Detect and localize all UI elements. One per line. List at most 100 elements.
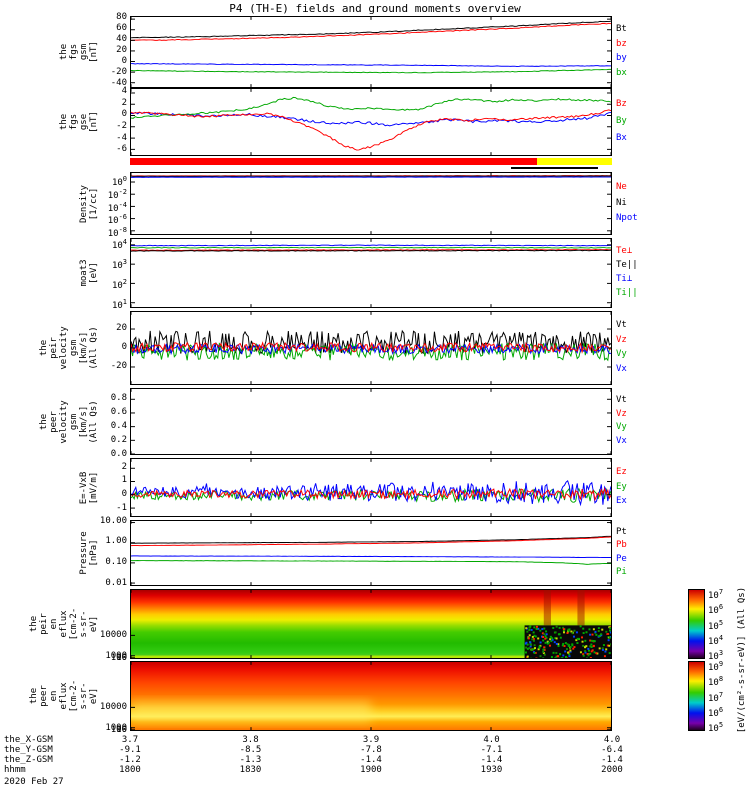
panel-ytitle-line: [nT] (89, 41, 100, 63)
y-tick-label: -2 (116, 120, 127, 131)
y-tick-label: 0.10 (105, 557, 127, 568)
xaxis-value: -7.1 (480, 745, 503, 755)
exponent: -8 (118, 225, 127, 234)
y-tick-label: 10-4 (107, 200, 127, 214)
xaxis-value: -1.4 (360, 755, 382, 765)
spectrogram-overlay (131, 701, 371, 722)
panel-velocity_peir (130, 311, 612, 385)
y-tick-label: 100 (110, 652, 127, 663)
y-tick-label: 0.0 (110, 449, 127, 459)
series-Bx (131, 111, 611, 127)
y-tick-label: -20 (110, 66, 127, 77)
y-tick-label: 1000 (105, 722, 127, 733)
y-tick-label: 10 (116, 652, 127, 663)
colorbar-unit-label: [eV/(cm²-s-sr-eV)] (All Qs) (737, 586, 748, 734)
y-tick-label: 10-6 (107, 213, 127, 227)
y-tick-label: 20 (116, 44, 127, 55)
exponent: 0 (122, 175, 127, 184)
y-tick-label: 2 (121, 461, 127, 472)
legend-Ni-1: Ni (616, 197, 627, 208)
exponent: 1 (122, 297, 127, 306)
series-Vy (131, 341, 611, 362)
y-tick-label: -1 (116, 502, 127, 513)
colorbar-gradient (689, 590, 704, 658)
y-tick-label: 60 (116, 23, 127, 34)
exponent: -6 (118, 213, 127, 222)
xaxis-value: 4.0 (603, 735, 621, 745)
exponent: 5 (718, 721, 724, 729)
panel-ytitle-line: [nT] (89, 111, 100, 133)
legend-Te-1: Te|| (616, 260, 638, 270)
colorbar-tick-label: 106 (708, 705, 724, 719)
y-tick-label: 40 (116, 34, 127, 44)
exponent: -4 (118, 200, 127, 209)
exponent: 5 (718, 618, 724, 627)
legend-bz-1: bz (616, 38, 627, 49)
series-by (131, 63, 611, 67)
y-tick-label: 10000 (99, 701, 127, 712)
series-Vx (131, 342, 611, 356)
y-tick-label: 0 (121, 489, 127, 500)
exponent: 3 (122, 257, 127, 266)
xaxis-value: 1930 (480, 765, 503, 775)
panel-spec_peer (130, 661, 612, 731)
legend-Vy-2: Vy (616, 422, 627, 433)
exponent: 9 (718, 660, 724, 668)
panel-ytitle-line: [nPa] (89, 539, 100, 567)
colorbar (688, 661, 705, 731)
panel-canvas-velocity_peir (131, 312, 611, 384)
exponent: 6 (718, 705, 724, 714)
xaxis-value: 4.0 (483, 735, 500, 745)
exponent: -2 (118, 187, 127, 196)
spectrogram-overlay (577, 590, 585, 626)
panel-ytitle-line: [eV] (89, 262, 100, 284)
series-Pi (131, 559, 611, 565)
panel-canvas-fgs_gsm (131, 17, 611, 87)
legend-Vy-2: Vy (616, 349, 627, 360)
legend-Pt-0: Pt (616, 527, 627, 538)
y-tick-label: 4 (121, 86, 127, 97)
axis-tick-marks (131, 17, 611, 87)
y-tick-label: -4 (116, 132, 127, 143)
panel-efield (130, 458, 612, 517)
series-By (131, 96, 611, 119)
legend-Vt-0: Vt (616, 319, 627, 330)
series-Vz (131, 341, 611, 354)
xaxis-value: 1900 (360, 765, 382, 775)
quality-bar-segment-0 (130, 158, 538, 165)
panel-canvas-density (131, 173, 611, 234)
legend-Bx-2: Bx (616, 133, 627, 143)
y-tick-label: 102 (111, 277, 127, 291)
exponent: 4 (718, 633, 724, 642)
colorbar-tick-label: 106 (708, 603, 724, 617)
xaxis-value: 3.8 (242, 735, 259, 745)
legend-By-1: By (616, 116, 627, 126)
panel-canvas-spec_peir (131, 590, 611, 658)
exponent: 7 (718, 690, 724, 699)
colorbar-tick-label: 105 (708, 721, 724, 734)
panel-spec_peir (130, 589, 612, 659)
y-tick-label: 0.6 (110, 406, 127, 417)
y-tick-label: 100 (110, 724, 127, 735)
y-tick-label: 104 (111, 237, 127, 251)
legend-Npot-2: Npot (616, 213, 638, 224)
colorbar-tick-label: 107 (708, 588, 724, 601)
axis-tick-marks (131, 239, 611, 307)
series-Ti_perp (131, 244, 611, 247)
legend-Bt-0: Bt (616, 24, 627, 35)
exponent: 7 (718, 588, 724, 596)
series-bz (131, 22, 611, 41)
y-tick-label: 0.01 (105, 577, 127, 588)
y-tick-label: 10-8 (107, 225, 127, 239)
series-Bt (131, 20, 611, 39)
axis-tick-marks (131, 89, 611, 155)
exponent: 6 (718, 603, 724, 612)
series-Pt (131, 535, 611, 544)
colorbar-tick-label: 109 (708, 660, 724, 673)
exponent: 4 (122, 237, 127, 246)
series-bx (131, 68, 611, 74)
panel-canvas-efield (131, 459, 611, 516)
series-Te_par (131, 249, 611, 252)
panel-ytitle-line: [mV/m] (89, 471, 100, 504)
